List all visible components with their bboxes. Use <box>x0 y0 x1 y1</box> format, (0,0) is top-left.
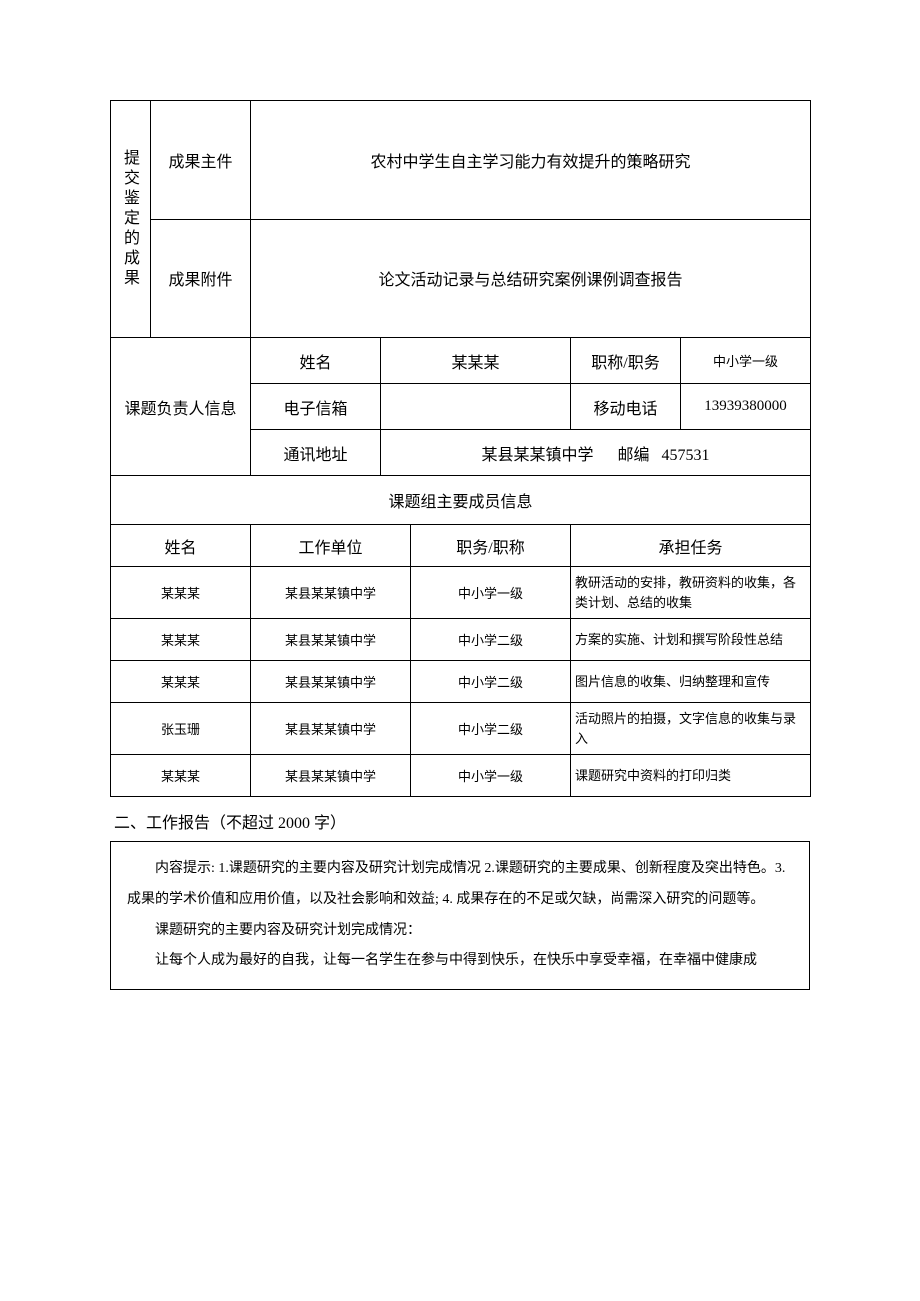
leader-email-value <box>381 384 571 430</box>
member-unit: 某县某某镇中学 <box>251 567 411 619</box>
submission-main-label: 成果主件 <box>151 101 251 220</box>
table-row: 某某某 某县某某镇中学 中小学一级 教研活动的安排，教研资料的收集，各类计划、总… <box>111 567 811 619</box>
members-header-row: 姓名 工作单位 职务/职称 承担任务 <box>111 525 811 567</box>
leader-name-value: 某某某 <box>381 338 571 384</box>
member-title: 中小学二级 <box>411 619 571 661</box>
members-header-task: 承担任务 <box>571 525 811 567</box>
members-header-title: 职务/职称 <box>411 525 571 567</box>
table-row: 某某某 某县某某镇中学 中小学一级 课题研究中资料的打印归类 <box>111 755 811 797</box>
member-name: 张玉珊 <box>111 703 251 755</box>
report-content-cell: 内容提示: 1.课题研究的主要内容及研究计划完成情况 2.课题研究的主要成果、创… <box>111 842 810 990</box>
leader-name-row: 课题负责人信息 姓名 某某某 职称/职务 中小学一级 <box>111 338 811 384</box>
members-header-name: 姓名 <box>111 525 251 567</box>
report-hint: 内容提示: 1.课题研究的主要内容及研究计划完成情况 2.课题研究的主要成果、创… <box>127 854 793 916</box>
member-name: 某某某 <box>111 661 251 703</box>
leader-phone-label: 移动电话 <box>571 384 681 430</box>
submission-main-row: 提交鉴定的成果 成果主件 农村中学生自主学习能力有效提升的策略研究 <box>111 101 811 220</box>
member-unit: 某县某某镇中学 <box>251 661 411 703</box>
table-row: 张玉珊 某县某某镇中学 中小学二级 活动照片的拍摄，文字信息的收集与录入 <box>111 703 811 755</box>
leader-name-label: 姓名 <box>251 338 381 384</box>
submission-header-label: 提交鉴定的成果 <box>117 109 141 329</box>
leader-address-cell: 某县某某镇中学 邮编 457531 <box>381 430 811 476</box>
leader-phone-value: 13939380000 <box>681 384 811 430</box>
member-title: 中小学一级 <box>411 755 571 797</box>
member-title: 中小学一级 <box>411 567 571 619</box>
member-task: 图片信息的收集、归纳整理和宣传 <box>571 661 811 703</box>
leader-email-label: 电子信箱 <box>251 384 381 430</box>
member-title: 中小学二级 <box>411 703 571 755</box>
table-row: 某某某 某县某某镇中学 中小学二级 方案的实施、计划和撰写阶段性总结 <box>111 619 811 661</box>
leader-postcode-label: 邮编 <box>618 447 650 464</box>
member-title: 中小学二级 <box>411 661 571 703</box>
member-name: 某某某 <box>111 755 251 797</box>
member-task: 活动照片的拍摄，文字信息的收集与录入 <box>571 703 811 755</box>
member-unit: 某县某某镇中学 <box>251 755 411 797</box>
leader-address-label: 通讯地址 <box>251 430 381 476</box>
member-task: 课题研究中资料的打印归类 <box>571 755 811 797</box>
submission-main-value: 农村中学生自主学习能力有效提升的策略研究 <box>251 101 811 220</box>
submission-attach-row: 成果附件 论文活动记录与总结研究案例课例调查报告 <box>111 219 811 338</box>
report-heading: 二、工作报告（不超过 2000 字） <box>114 809 810 833</box>
members-title-row: 课题组主要成员信息 <box>111 476 811 525</box>
leader-postcode-value: 457531 <box>662 447 710 464</box>
submission-attach-value: 论文活动记录与总结研究案例课例调查报告 <box>251 219 811 338</box>
leader-section-label: 课题负责人信息 <box>111 338 251 476</box>
member-unit: 某县某某镇中学 <box>251 619 411 661</box>
member-task: 教研活动的安排，教研资料的收集，各类计划、总结的收集 <box>571 567 811 619</box>
leader-title-value: 中小学一级 <box>681 338 811 384</box>
form-table: 提交鉴定的成果 成果主件 农村中学生自主学习能力有效提升的策略研究 成果附件 论… <box>110 100 811 797</box>
table-row: 某某某 某县某某镇中学 中小学二级 图片信息的收集、归纳整理和宣传 <box>111 661 811 703</box>
member-name: 某某某 <box>111 567 251 619</box>
submission-attach-label: 成果附件 <box>151 219 251 338</box>
report-p1: 课题研究的主要内容及研究计划完成情况： <box>127 916 793 947</box>
members-section-title: 课题组主要成员信息 <box>111 476 811 525</box>
leader-title-label: 职称/职务 <box>571 338 681 384</box>
submission-header-cell: 提交鉴定的成果 <box>111 101 151 338</box>
member-name: 某某某 <box>111 619 251 661</box>
report-box-table: 内容提示: 1.课题研究的主要内容及研究计划完成情况 2.课题研究的主要成果、创… <box>110 841 810 990</box>
members-header-unit: 工作单位 <box>251 525 411 567</box>
report-p2: 让每个人成为最好的自我，让每一名学生在参与中得到快乐，在快乐中享受幸福，在幸福中… <box>127 946 793 977</box>
leader-address-value: 某县某某镇中学 <box>481 447 593 464</box>
member-unit: 某县某某镇中学 <box>251 703 411 755</box>
member-task: 方案的实施、计划和撰写阶段性总结 <box>571 619 811 661</box>
